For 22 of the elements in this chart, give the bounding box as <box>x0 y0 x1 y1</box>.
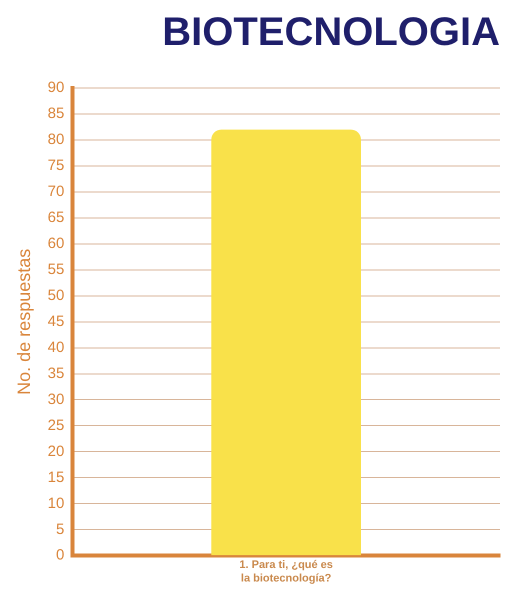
y-tick-label: 45 <box>48 312 64 330</box>
y-tick-label: 10 <box>48 494 64 512</box>
y-tick-label: 90 <box>48 79 64 96</box>
y-tick-label: 15 <box>48 468 64 486</box>
y-tick-label: 40 <box>48 338 64 356</box>
y-tick-label: 60 <box>48 235 64 252</box>
y-axis-title: No. de respuestas <box>14 248 34 395</box>
x-tick-label: 1. Para ti, ¿qué es la biotecnología? <box>239 559 333 584</box>
y-tick-label: 35 <box>48 364 64 382</box>
y-tick-label: 55 <box>48 260 64 278</box>
y-tick-label: 85 <box>48 105 64 122</box>
y-tick-label: 80 <box>48 131 64 148</box>
y-tick-label: 30 <box>48 390 64 408</box>
y-tick-label: 70 <box>48 183 64 200</box>
chart-title: BIOTECNOLOGIA <box>162 10 500 54</box>
y-tick-label: 25 <box>48 416 64 434</box>
y-tick-label: 20 <box>48 442 64 460</box>
y-tick-label: 50 <box>48 286 64 304</box>
y-tick-label: 75 <box>48 157 64 174</box>
y-tick-label: 0 <box>56 546 64 564</box>
y-tick-label: 65 <box>48 209 64 226</box>
y-tick-label: 5 <box>56 520 64 538</box>
